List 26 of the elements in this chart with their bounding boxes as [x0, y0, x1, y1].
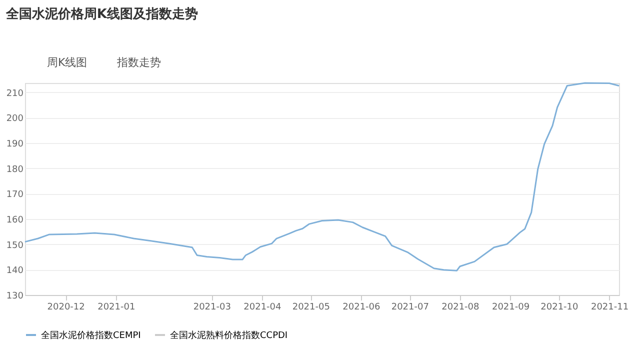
x-tick-label: 2021-06 — [342, 302, 381, 312]
y-tick-label: 180 — [6, 164, 24, 175]
y-tick-label: 150 — [6, 240, 24, 251]
text: 指数走势 — [116, 56, 161, 69]
y-tick-label: 130 — [6, 292, 24, 302]
y-tick-label: 160 — [6, 216, 24, 226]
x-tick-label: 2021-03 — [193, 302, 231, 312]
legend-label: 全国水泥价格指数CEMPI — [41, 330, 141, 341]
x-tick-label: 2021-09 — [492, 302, 530, 312]
x-tick-label: 2021-08 — [442, 302, 480, 312]
y-tick-label: 200 — [6, 114, 24, 124]
legend-label: 全国水泥熟料价格指数CCPDI — [170, 330, 288, 341]
x-tick-label: 2021-05 — [292, 302, 330, 312]
y-tick-label: 190 — [6, 140, 24, 150]
x-tick-label: 2021-11 — [590, 302, 629, 312]
y-tick-label: 140 — [6, 266, 24, 276]
y-tick-label: 170 — [6, 190, 24, 200]
x-tick-label: 2021-10 — [540, 302, 579, 312]
x-tick-label: 2021-04 — [244, 302, 282, 312]
text: 周K线图 — [47, 56, 88, 69]
chart-title: 全国水泥价格周K线图及指数走势 — [4, 6, 198, 22]
x-tick-label: 2021-07 — [391, 302, 429, 312]
x-tick-label: 2020-12 — [47, 302, 85, 312]
x-tick-label: 2021-01 — [98, 302, 136, 312]
y-tick-label: 210 — [6, 88, 24, 99]
line-series — [24, 82, 620, 272]
